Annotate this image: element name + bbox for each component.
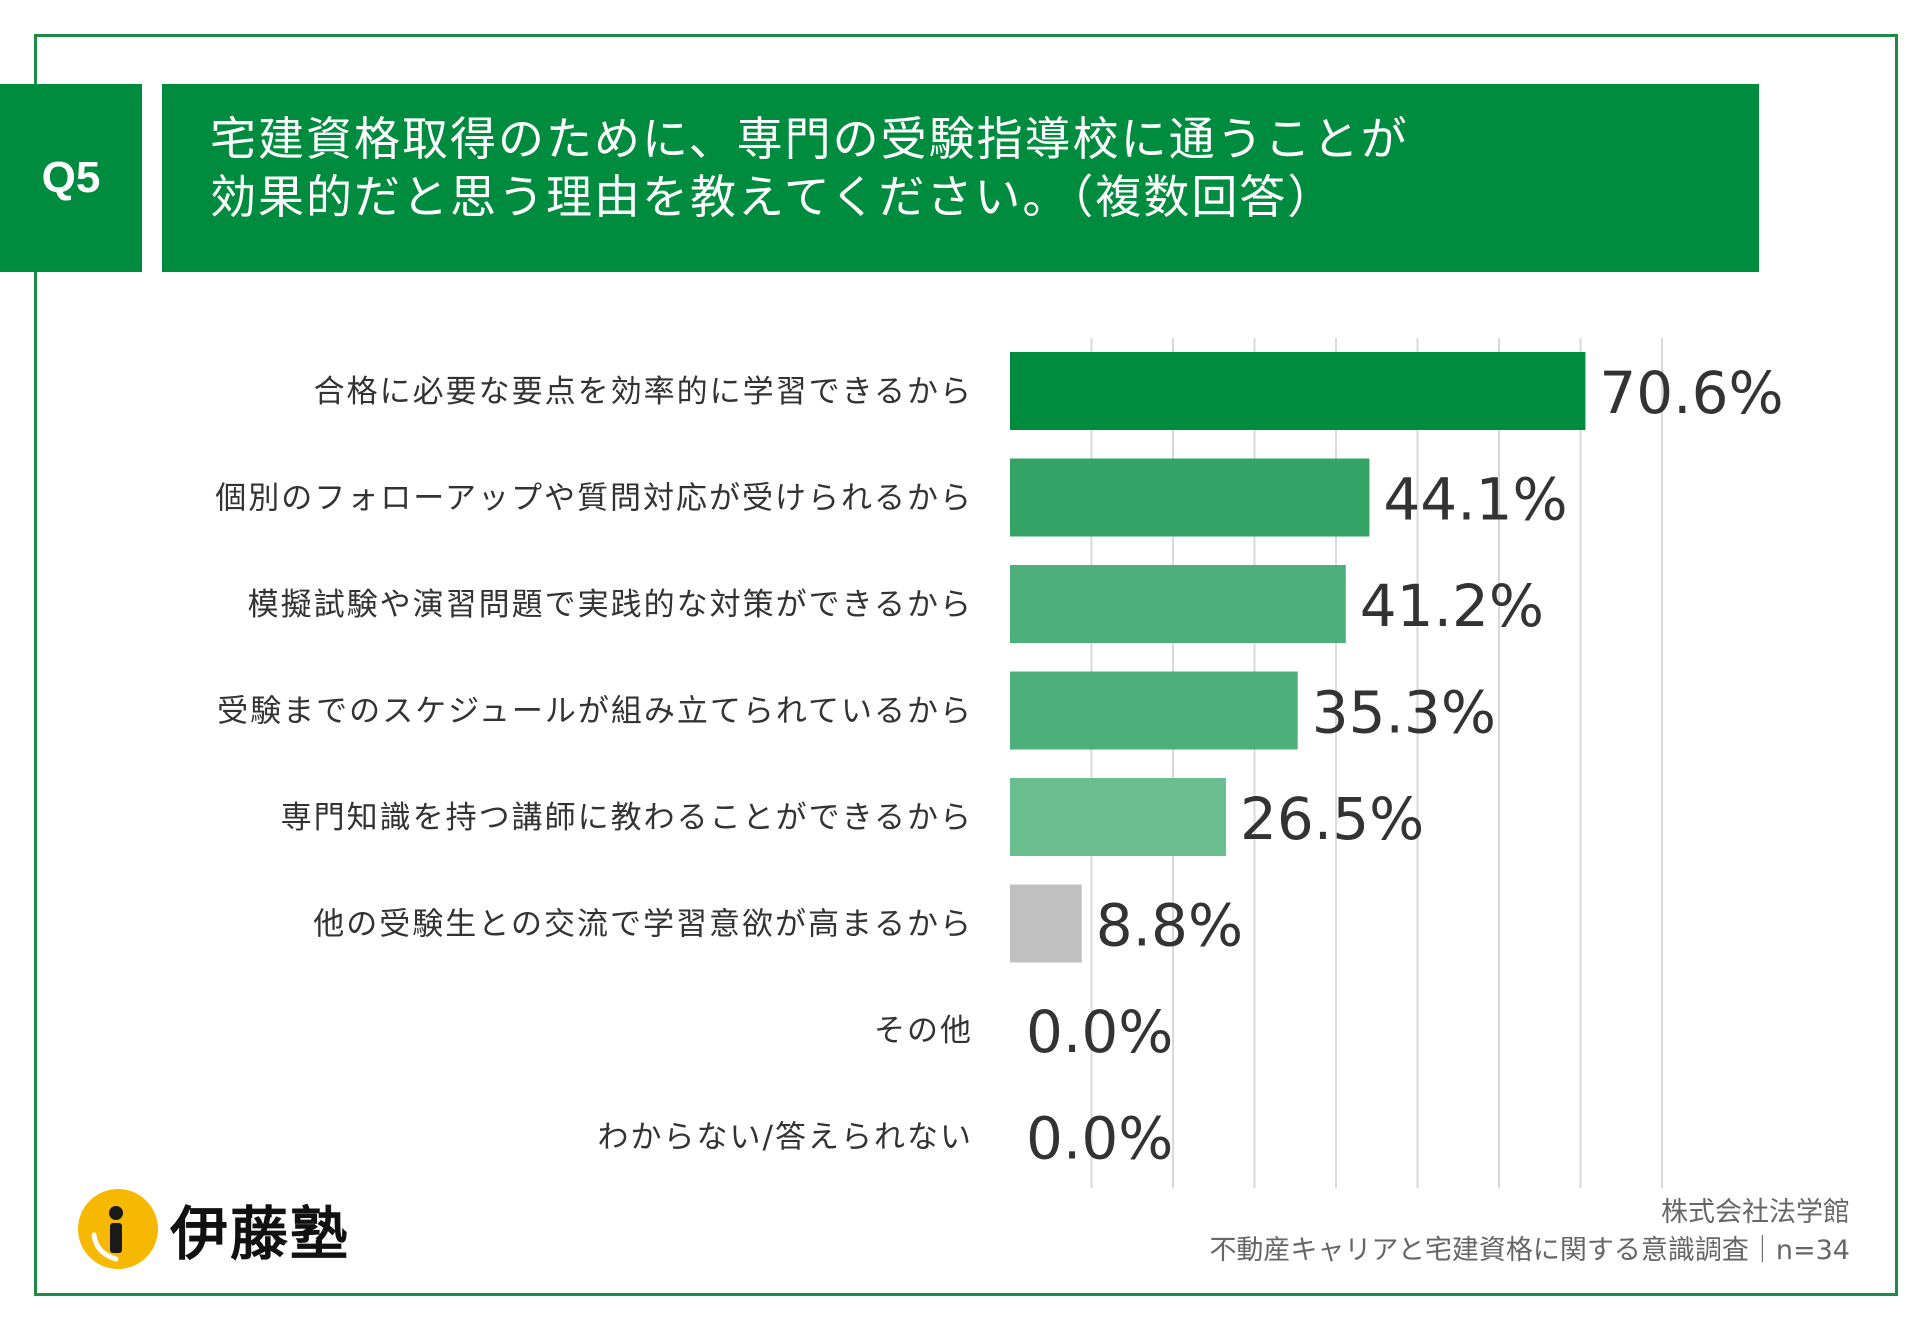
bar — [1010, 565, 1346, 643]
category-label: その他 — [874, 1013, 973, 1049]
category-label: 合格に必要な要点を効率的に学習できるから — [314, 374, 973, 410]
value-label: 0.0% — [1026, 998, 1173, 1066]
logo-text: 伊藤塾 — [170, 1200, 351, 1268]
question-line-2: 効果的だと思う理由を教えてください。（複数回答） — [210, 170, 1336, 224]
value-label: 70.6% — [1599, 359, 1783, 427]
value-label: 44.1% — [1383, 466, 1567, 534]
question-badge: Q5 — [0, 84, 142, 272]
question-box: 宅建資格取得のために、専門の受験指導校に通うことが 効果的だと思う理由を教えてく… — [162, 84, 1759, 272]
value-label: 41.2% — [1360, 572, 1544, 640]
value-label: 26.5% — [1240, 785, 1424, 853]
bar — [1010, 458, 1370, 537]
logo-mark-icon — [78, 1189, 158, 1269]
question-line-1: 宅建資格取得のために、専門の受験指導校に通うことが — [210, 112, 1409, 166]
footer-survey: 不動産キャリアと宅建資格に関する意識調査｜n=34 — [1209, 1235, 1850, 1266]
bar — [1010, 778, 1226, 856]
category-label: 他の受験生との交流で学習意欲が高まるから — [313, 907, 973, 943]
bar — [1010, 352, 1586, 430]
footer-company: 株式会社法学館 — [1661, 1197, 1850, 1228]
category-label: 個別のフォローアップや質問対応が受けられるから — [215, 481, 973, 517]
logo: 伊藤塾 — [76, 1184, 350, 1274]
bar — [1010, 671, 1298, 750]
value-label: 0.0% — [1026, 1105, 1173, 1173]
value-label: 35.3% — [1312, 679, 1496, 747]
category-label: わからない/答えられない — [598, 1120, 973, 1156]
category-label: 模擬試験や演習問題で実践的な対策ができるから — [248, 587, 973, 623]
bar — [1010, 884, 1082, 963]
category-label: 受験までのスケジュールが組み立てられているから — [217, 694, 973, 730]
value-label: 8.8% — [1096, 892, 1243, 960]
outer-frame — [34, 34, 1898, 1296]
footer: 株式会社法学館 不動産キャリアと宅建資格に関する意識調査｜n=34 — [1209, 1194, 1850, 1270]
category-label: 専門知識を持つ講師に教わることができるから — [281, 800, 973, 836]
